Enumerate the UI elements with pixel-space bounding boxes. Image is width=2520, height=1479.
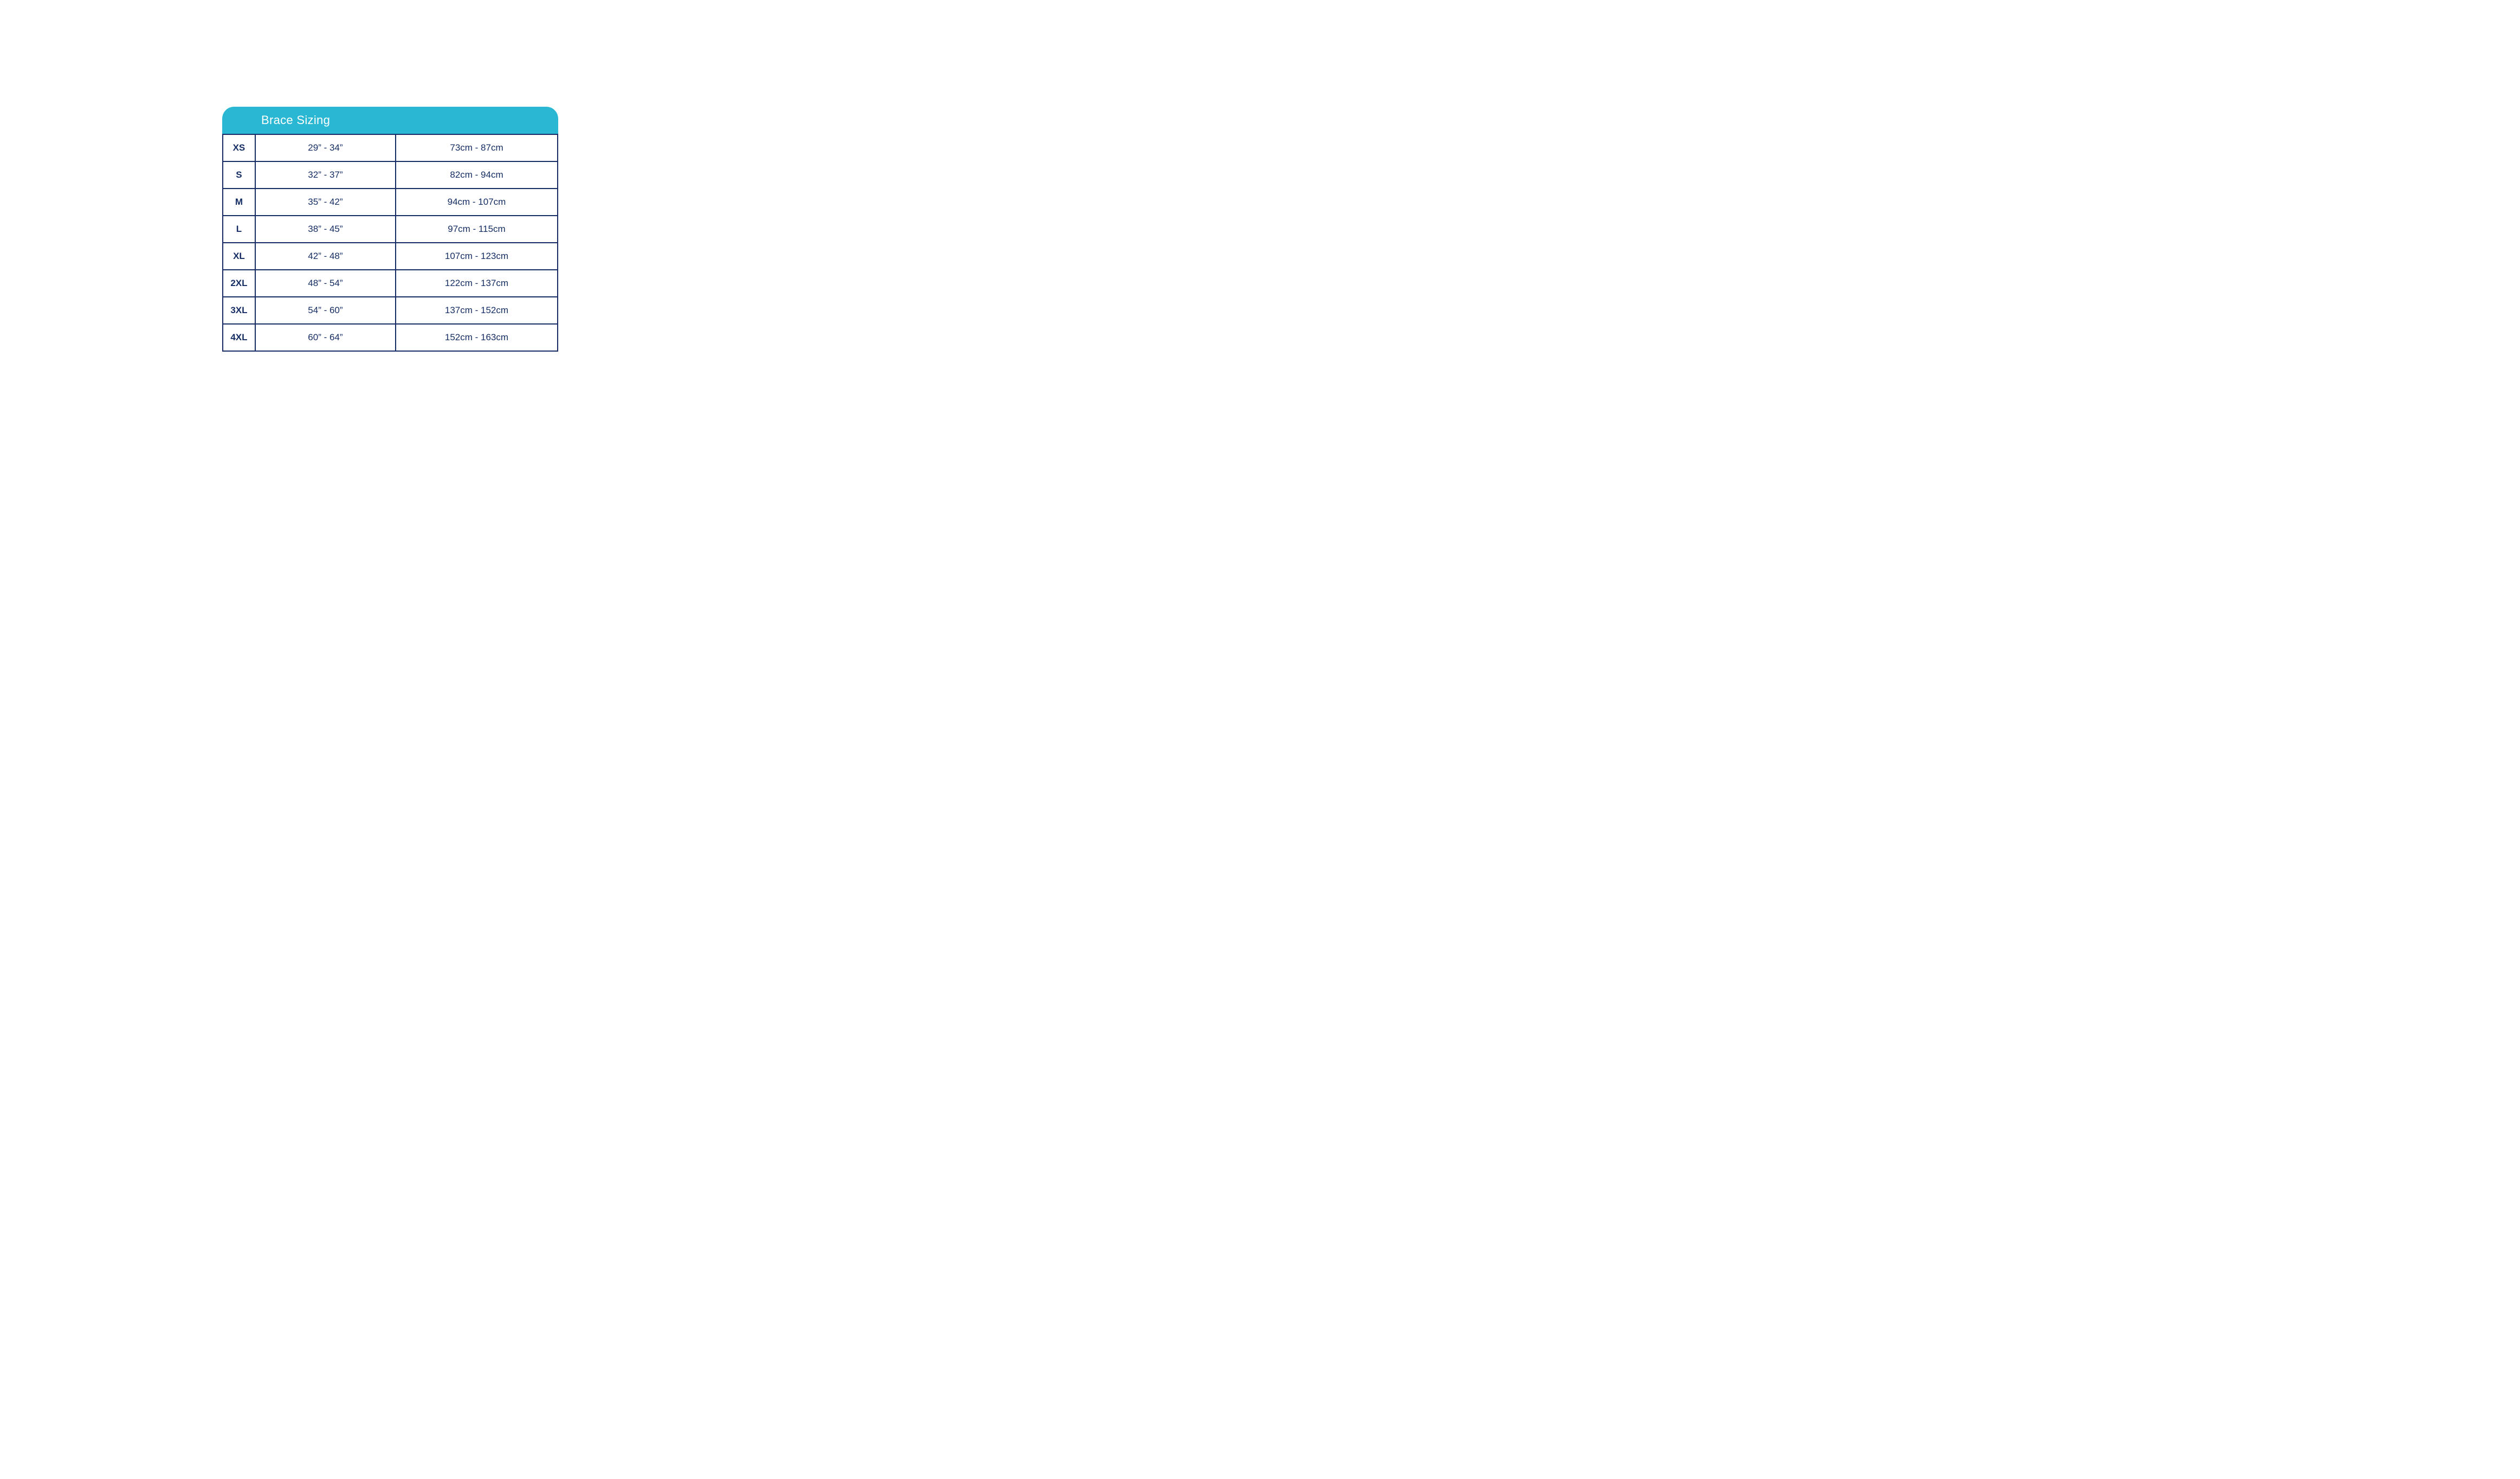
size-cell: S bbox=[223, 161, 255, 189]
cms-cell: 137cm - 152cm bbox=[396, 297, 558, 324]
size-cell: 2XL bbox=[223, 270, 255, 297]
sizing-table-container: Brace Sizing XS 29” - 34” 73cm - 87cm S … bbox=[222, 107, 558, 352]
cms-cell: 97cm - 115cm bbox=[396, 216, 558, 243]
inches-cell: 60” - 64” bbox=[255, 324, 396, 351]
cms-cell: 73cm - 87cm bbox=[396, 134, 558, 161]
size-cell: XL bbox=[223, 243, 255, 270]
size-cell: 3XL bbox=[223, 297, 255, 324]
inches-cell: 38” - 45” bbox=[255, 216, 396, 243]
cms-cell: 122cm - 137cm bbox=[396, 270, 558, 297]
inches-cell: 29” - 34” bbox=[255, 134, 396, 161]
cms-cell: 82cm - 94cm bbox=[396, 161, 558, 189]
table-row: XL 42” - 48” 107cm - 123cm bbox=[223, 243, 558, 270]
table-row: 2XL 48” - 54” 122cm - 137cm bbox=[223, 270, 558, 297]
table-title: Brace Sizing bbox=[222, 107, 558, 134]
size-cell: L bbox=[223, 216, 255, 243]
sizing-table-body: XS 29” - 34” 73cm - 87cm S 32” - 37” 82c… bbox=[223, 134, 558, 351]
cms-cell: 94cm - 107cm bbox=[396, 189, 558, 216]
cms-cell: 152cm - 163cm bbox=[396, 324, 558, 351]
sizing-table: XS 29” - 34” 73cm - 87cm S 32” - 37” 82c… bbox=[222, 134, 558, 352]
size-cell: XS bbox=[223, 134, 255, 161]
table-row: 4XL 60” - 64” 152cm - 163cm bbox=[223, 324, 558, 351]
table-row: S 32” - 37” 82cm - 94cm bbox=[223, 161, 558, 189]
inches-cell: 32” - 37” bbox=[255, 161, 396, 189]
size-cell: M bbox=[223, 189, 255, 216]
table-row: M 35” - 42” 94cm - 107cm bbox=[223, 189, 558, 216]
size-cell: 4XL bbox=[223, 324, 255, 351]
table-row: L 38” - 45” 97cm - 115cm bbox=[223, 216, 558, 243]
table-row: 3XL 54” - 60” 137cm - 152cm bbox=[223, 297, 558, 324]
inches-cell: 42” - 48” bbox=[255, 243, 396, 270]
cms-cell: 107cm - 123cm bbox=[396, 243, 558, 270]
inches-cell: 35” - 42” bbox=[255, 189, 396, 216]
inches-cell: 54” - 60” bbox=[255, 297, 396, 324]
inches-cell: 48” - 54” bbox=[255, 270, 396, 297]
table-row: XS 29” - 34” 73cm - 87cm bbox=[223, 134, 558, 161]
